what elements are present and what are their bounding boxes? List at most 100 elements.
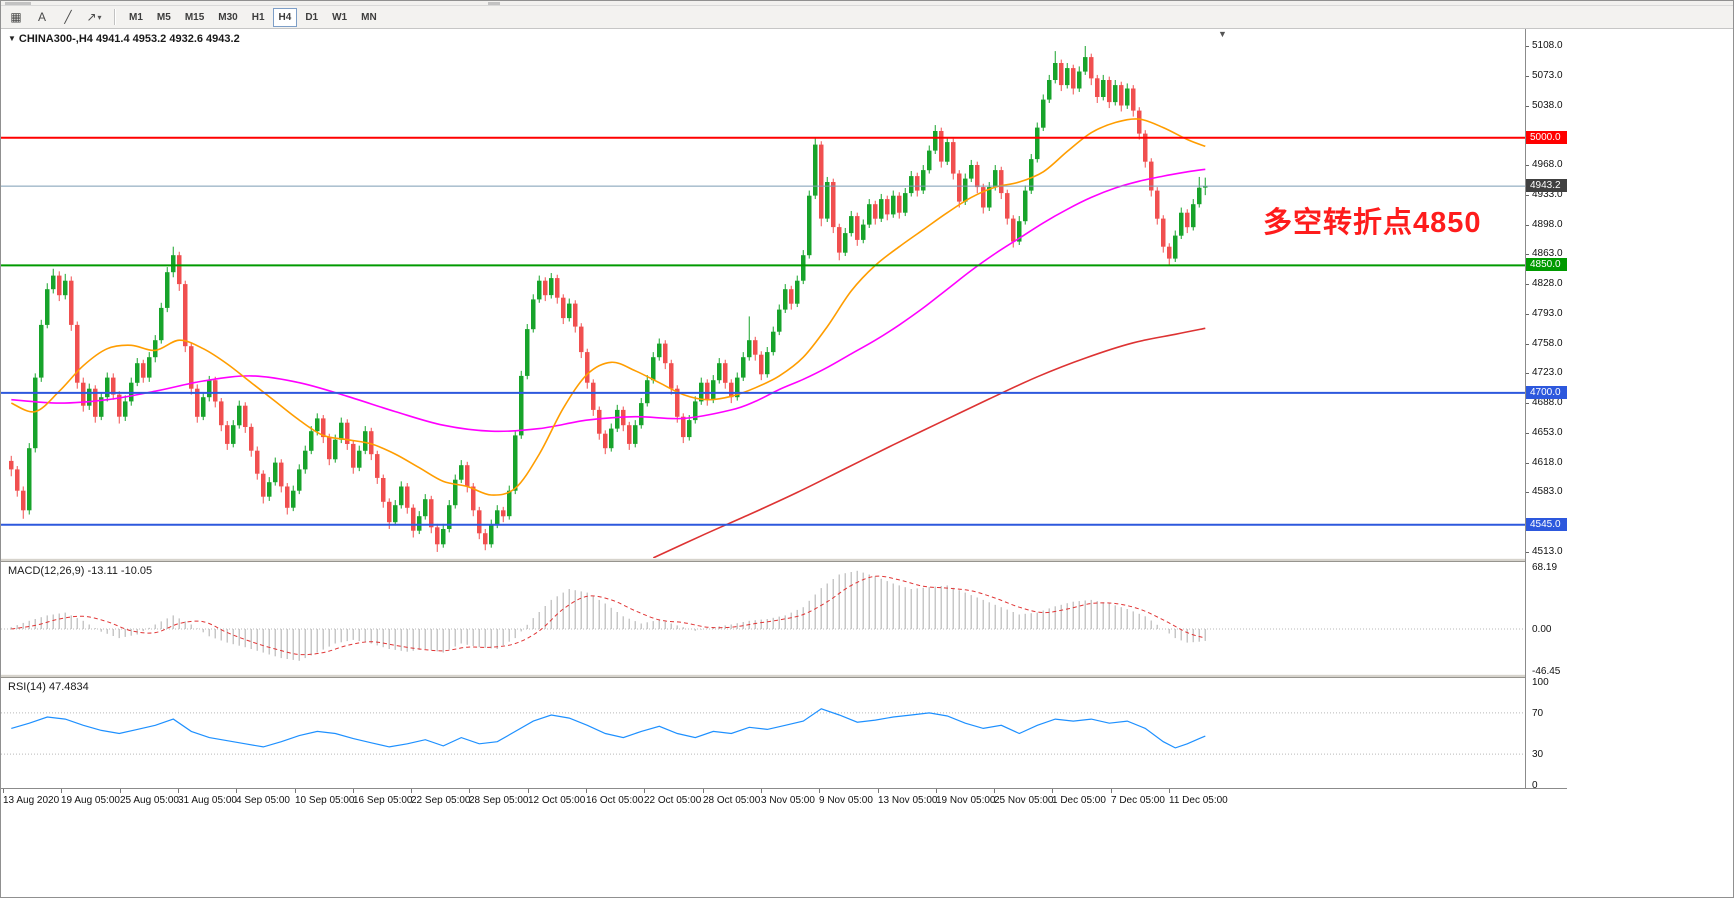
time-axis-label: 16 Sep 05:00 xyxy=(353,795,413,806)
macd-values: -13.11 -10.05 xyxy=(87,565,153,577)
timeframe-button-m5[interactable]: M5 xyxy=(151,8,177,27)
price-axis-tick xyxy=(1526,433,1529,434)
price-axis-tick xyxy=(1526,225,1529,226)
time-axis-label: 11 Dec 05:00 xyxy=(1169,795,1228,806)
rsi-panel-canvas[interactable] xyxy=(1,678,1525,788)
price-axis-label: 4793.0 xyxy=(1532,308,1563,319)
time-axis-tick xyxy=(644,789,645,793)
price-axis-label: 4688.0 xyxy=(1532,397,1563,408)
time-axis-tick xyxy=(586,789,587,793)
text-tool-icon: A xyxy=(37,10,46,24)
price-axis-tick xyxy=(1526,314,1529,315)
rsi-axis-label: 0 xyxy=(1532,780,1538,791)
price-tag-4700.0: 4700.0 xyxy=(1526,386,1567,399)
macd-panel-canvas[interactable] xyxy=(1,562,1525,674)
clipped-toolbar-row xyxy=(1,1,1733,6)
price-axis-tick xyxy=(1526,552,1529,553)
price-axis-label: 4968.0 xyxy=(1532,159,1563,170)
rsi-line xyxy=(11,708,1206,749)
toolbar-separator xyxy=(114,9,115,25)
clipped-toolbar-icon xyxy=(488,2,500,5)
panel-divider[interactable] xyxy=(1,674,1567,678)
chart-shift-marker-icon[interactable]: ▼ xyxy=(1218,29,1227,39)
rsi-axis-label: 30 xyxy=(1532,749,1544,760)
time-axis-label: 10 Sep 05:00 xyxy=(295,795,355,806)
chart-annotation-text[interactable]: 多空转折点4850 xyxy=(1263,207,1482,239)
trendline-tool-button[interactable]: ╱ xyxy=(56,8,80,27)
timeframe-button-h1[interactable]: H1 xyxy=(246,8,271,27)
timeframe-button-w1[interactable]: W1 xyxy=(326,8,353,27)
trendline-tool-icon: ╱ xyxy=(64,10,72,24)
price-tag-4850.0: 4850.0 xyxy=(1526,258,1567,271)
price-axis-label: 4583.0 xyxy=(1532,486,1563,497)
price-axis-label: 4828.0 xyxy=(1532,278,1563,289)
candlesticks-layer xyxy=(9,46,1208,552)
time-axis-label: 13 Aug 2020 xyxy=(3,795,60,806)
macd-signal-line xyxy=(11,575,1206,656)
time-axis-label: 28 Sep 05:00 xyxy=(469,795,529,806)
rsi-value: 47.4834 xyxy=(48,681,89,693)
time-axis-tick xyxy=(761,789,762,793)
objects-tool-button[interactable]: ↗ ▾ xyxy=(82,8,106,27)
price-axis-tick xyxy=(1526,463,1529,464)
price-axis-tick xyxy=(1526,46,1529,47)
price-axis-label: 4723.0 xyxy=(1532,367,1563,378)
time-axis-label: 13 Nov 05:00 xyxy=(878,795,938,806)
macd-axis-label: 68.19 xyxy=(1532,562,1558,573)
text-tool-button[interactable]: A xyxy=(30,8,54,27)
price-axis-tick xyxy=(1526,492,1529,493)
macd-histogram-layer xyxy=(10,570,1206,661)
timeframe-button-d1[interactable]: D1 xyxy=(299,8,324,27)
price-axis-label: 4758.0 xyxy=(1532,338,1563,349)
time-axis-label: 22 Oct 05:00 xyxy=(644,795,702,806)
price-axis-tick xyxy=(1526,403,1529,404)
time-axis-label: 22 Sep 05:00 xyxy=(411,795,471,806)
time-axis-tick xyxy=(1111,789,1112,793)
main-chart-canvas[interactable] xyxy=(1,29,1525,558)
time-axis-tick xyxy=(936,789,937,793)
grid-tool-icon: ▦ xyxy=(10,10,22,24)
price-axis-tick xyxy=(1526,195,1529,196)
price-axis-tick xyxy=(1526,76,1529,77)
chart-title: ▼ CHINA300-,H4 4941.4 4953.2 4932.6 4943.… xyxy=(8,33,240,45)
time-axis-tick xyxy=(120,789,121,793)
time-axis-tick xyxy=(236,789,237,793)
clipped-toolbar-icon xyxy=(5,2,31,5)
time-axis-label: 16 Oct 05:00 xyxy=(586,795,644,806)
objects-tool-icon: ↗ xyxy=(86,10,97,24)
symbol-marker-icon: ▼ xyxy=(8,34,16,43)
timeframe-group: M1 M5 M15 M30 H1 H4 D1 W1 MN xyxy=(122,7,384,27)
ma-fast-orange-line[interactable] xyxy=(10,118,1206,496)
timeframe-button-m1[interactable]: M1 xyxy=(123,8,149,27)
time-axis-tick xyxy=(411,789,412,793)
ma-mid-magenta-line[interactable] xyxy=(11,168,1206,433)
timeframe-button-mn[interactable]: MN xyxy=(355,8,383,27)
rsi-axis-label: 100 xyxy=(1532,677,1549,688)
timeframe-button-h4[interactable]: H4 xyxy=(272,7,298,27)
dropdown-caret-icon: ▾ xyxy=(97,12,102,22)
time-axis-tick xyxy=(353,789,354,793)
grid-tool-button[interactable]: ▦ xyxy=(4,8,28,27)
ma-slow-red-line[interactable] xyxy=(652,327,1206,558)
macd-axis-label: -46.45 xyxy=(1532,666,1561,677)
time-axis-label: 3 Nov 05:00 xyxy=(761,795,815,806)
panel-divider[interactable] xyxy=(1,558,1567,562)
price-axis-label: 4618.0 xyxy=(1532,457,1563,468)
rsi-axis-label: 70 xyxy=(1532,708,1544,719)
time-axis-label: 25 Nov 05:00 xyxy=(994,795,1054,806)
macd-name: MACD(12,26,9) xyxy=(8,565,85,577)
toolbar: ▦ A ╱ ↗ ▾ M1 M5 M15 M30 H1 H4 D1 W1 MN xyxy=(1,6,1733,29)
price-tag-4943.2: 4943.2 xyxy=(1526,179,1567,192)
price-axis-label: 5073.0 xyxy=(1532,70,1563,81)
timeframe-button-m30[interactable]: M30 xyxy=(212,8,243,27)
timeframe-button-m15[interactable]: M15 xyxy=(179,8,210,27)
price-axis-label: 4863.0 xyxy=(1532,248,1563,259)
time-axis-tick xyxy=(703,789,704,793)
price-axis-tick xyxy=(1526,344,1529,345)
time-axis-label: 25 Aug 05:00 xyxy=(120,795,179,806)
time-axis-tick xyxy=(819,789,820,793)
price-axis-tick xyxy=(1526,165,1529,166)
price-axis-label: 4933.0 xyxy=(1532,189,1563,200)
price-axis-tick xyxy=(1526,106,1529,107)
